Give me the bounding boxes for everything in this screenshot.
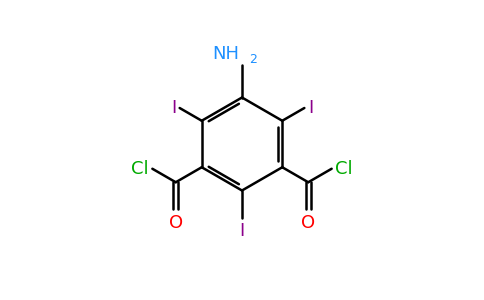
Text: I: I [171, 99, 176, 117]
Text: O: O [169, 214, 183, 232]
Text: NH: NH [212, 45, 239, 63]
Text: Cl: Cl [335, 160, 353, 178]
Text: Cl: Cl [131, 160, 149, 178]
Text: I: I [308, 99, 313, 117]
Text: 2: 2 [249, 53, 257, 66]
Text: I: I [240, 222, 244, 240]
Text: O: O [301, 214, 315, 232]
